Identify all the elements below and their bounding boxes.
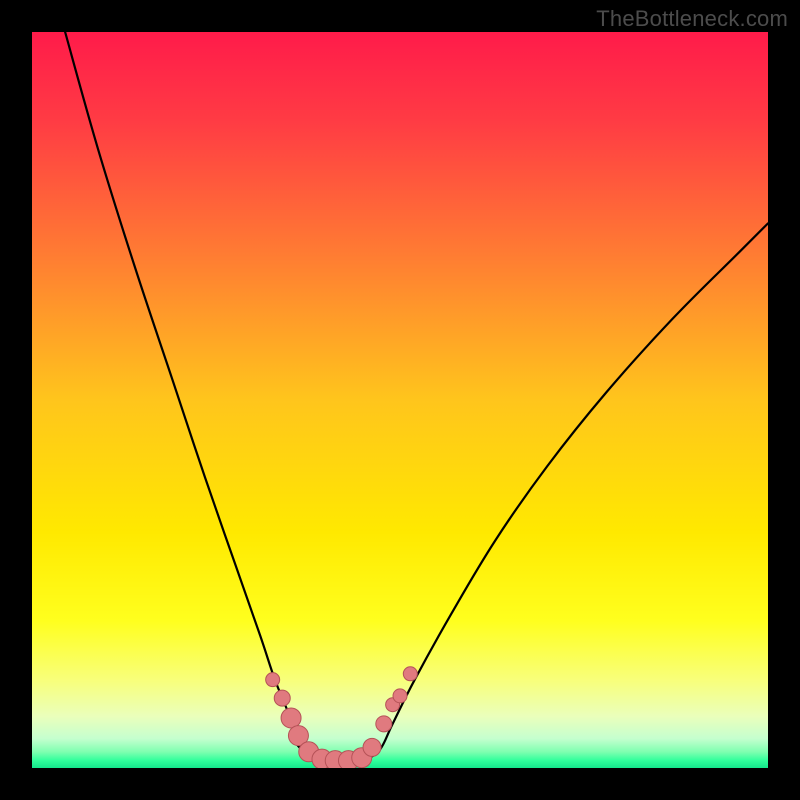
marker-point	[403, 667, 417, 681]
marker-point	[274, 690, 290, 706]
marker-point	[363, 738, 381, 756]
marker-point	[266, 673, 280, 687]
frame: TheBottleneck.com	[0, 0, 800, 800]
gradient-background	[32, 32, 768, 768]
bottleneck-curve-chart	[32, 32, 768, 768]
watermark-text: TheBottleneck.com	[596, 6, 788, 32]
marker-point	[393, 689, 407, 703]
plot-area	[32, 32, 768, 768]
marker-point	[281, 708, 301, 728]
marker-point	[376, 716, 392, 732]
